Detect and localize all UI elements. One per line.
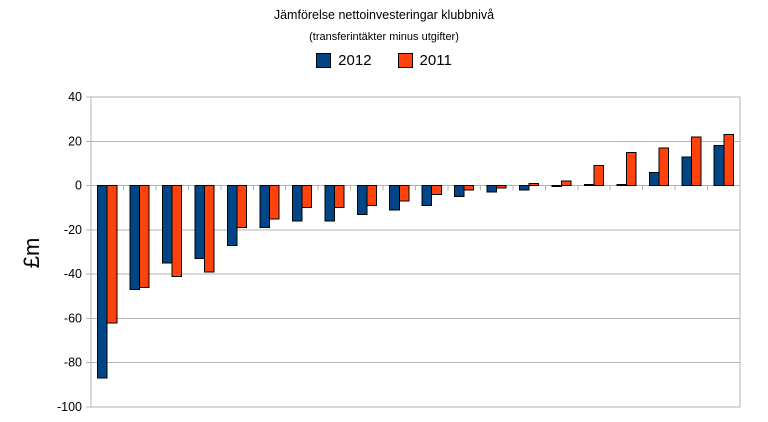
bar-2011-13 xyxy=(496,185,507,189)
y-axis-tick-label: 0 xyxy=(75,179,82,193)
bar-2012-4 xyxy=(194,185,206,260)
bar-2011-11 xyxy=(431,185,442,195)
chart-subtitle: (transferintäkter minus utgifter) xyxy=(309,31,459,43)
chart-title: Jämförelse nettoinvesteringar klubbnivå xyxy=(273,8,495,22)
legend-label-2011: 2011 xyxy=(419,52,452,69)
y-axis-tick-label: -20 xyxy=(64,223,82,237)
bar-2011-7 xyxy=(301,185,312,209)
legend-swatch-2012-icon xyxy=(316,53,332,68)
legend: 2012 2011 xyxy=(0,52,768,69)
bar-2012-18 xyxy=(648,171,660,187)
y-axis-title: £m xyxy=(19,237,44,269)
legend-item-2012: 2012 xyxy=(316,52,372,69)
bar-2011-10 xyxy=(398,185,410,202)
chart-wall xyxy=(90,96,741,408)
legend-label-2012: 2012 xyxy=(338,52,372,69)
bar-2012-13 xyxy=(486,185,498,193)
legend-item-2011: 2011 xyxy=(397,52,452,69)
bar-2012-9 xyxy=(356,185,368,215)
bar-2011-16 xyxy=(593,165,605,187)
bar-2012-17 xyxy=(616,183,627,187)
bar-2011-3 xyxy=(171,185,183,277)
bar-2012-19 xyxy=(681,156,692,187)
bar-2011-12 xyxy=(463,185,475,191)
bar-2012-7 xyxy=(291,185,303,222)
bar-2011-6 xyxy=(268,185,280,220)
bar-2012-1 xyxy=(97,185,108,379)
bar-2012-12 xyxy=(454,185,465,198)
bar-2011-5 xyxy=(236,185,248,229)
y-axis-tick-label: -100 xyxy=(57,400,82,414)
bar-2011-1 xyxy=(106,185,118,324)
bar-2011-2 xyxy=(139,185,150,288)
bar-2011-9 xyxy=(366,185,377,206)
bar-2011-20 xyxy=(723,134,734,187)
bar-2012-16 xyxy=(583,183,595,187)
bar-2011-8 xyxy=(333,185,345,209)
bar-2012-14 xyxy=(519,185,530,191)
bar-2011-4 xyxy=(204,185,215,273)
bar-2012-8 xyxy=(324,185,335,222)
bar-2012-11 xyxy=(421,185,433,206)
legend-swatch-2011-icon xyxy=(397,53,413,68)
y-axis-tick-label: -40 xyxy=(64,267,82,281)
bar-2011-18 xyxy=(658,147,669,187)
bar-2012-2 xyxy=(129,185,141,291)
bar-2012-5 xyxy=(226,185,238,246)
y-axis-tick-label: -60 xyxy=(64,311,82,325)
bar-2012-6 xyxy=(259,185,270,229)
bar-2011-17 xyxy=(625,151,637,187)
bar-2011-19 xyxy=(690,136,702,187)
bar-2011-14 xyxy=(528,182,540,187)
bar-2012-3 xyxy=(162,185,173,264)
bar-2012-15 xyxy=(551,185,563,188)
y-axis-tick-label: 20 xyxy=(68,134,82,148)
y-axis-tick-label: -80 xyxy=(64,356,82,370)
bar-2011-15 xyxy=(561,180,572,187)
bar-2012-20 xyxy=(713,145,725,187)
y-axis-tick-label: 40 xyxy=(68,90,82,104)
bar-2012-10 xyxy=(389,185,400,211)
